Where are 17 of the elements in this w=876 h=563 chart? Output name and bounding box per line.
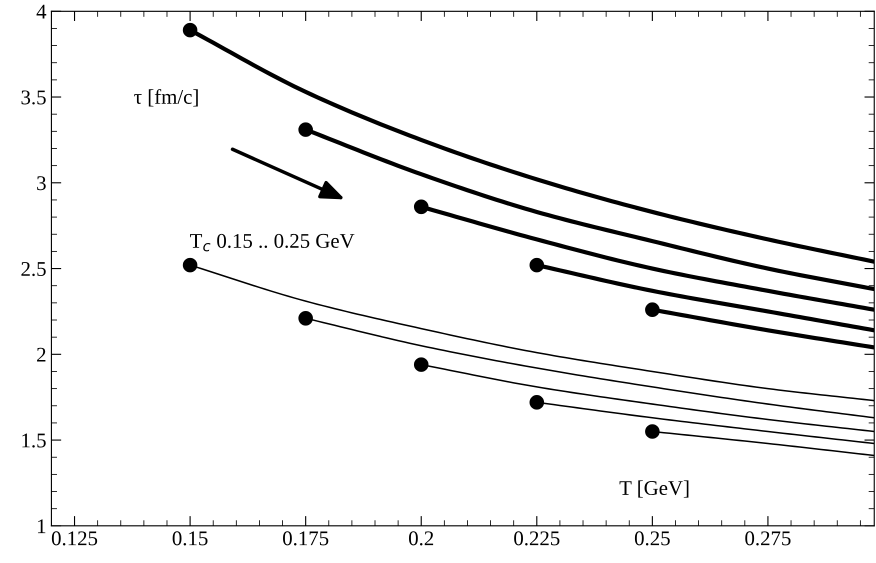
y-tick-label: 2 bbox=[37, 348, 46, 362]
x-tick-label: 0.125 bbox=[52, 531, 98, 546]
y-tick-label: 3.5 bbox=[22, 90, 46, 105]
x-tick-label: 0.275 bbox=[745, 531, 791, 546]
x-tick-label: 0.225 bbox=[514, 531, 560, 546]
y-tick-label: 2.5 bbox=[21, 262, 46, 276]
y-tick-label: 1 bbox=[38, 519, 46, 534]
x-tick-label: 0.15 bbox=[172, 531, 208, 546]
x-tick-label: 0.175 bbox=[283, 531, 328, 546]
y-tick-label: 4 bbox=[36, 4, 46, 18]
y-axis-title: τ [fm/c] bbox=[134, 89, 198, 107]
y-tick-label: 1.5 bbox=[22, 434, 46, 448]
annotation: T$_{c}$ 0.15 .. 0.25 GeV bbox=[190, 234, 354, 252]
x-axis-title: T [GeV] bbox=[620, 480, 688, 498]
x-tick-label: 0.25 bbox=[634, 531, 670, 546]
y-tick-label: 3 bbox=[37, 176, 46, 190]
x-tick-label: 0.2 bbox=[409, 531, 434, 546]
